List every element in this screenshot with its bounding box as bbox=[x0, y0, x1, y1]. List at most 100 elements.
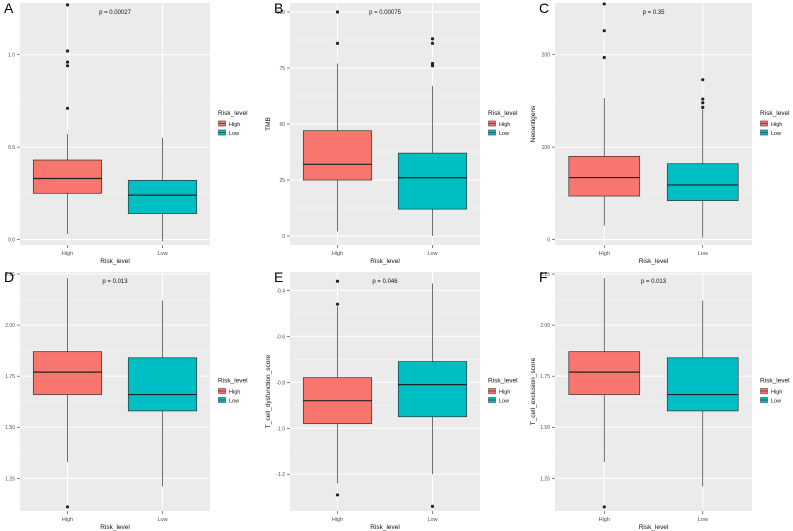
y-tick-label: -1.0 bbox=[276, 426, 285, 432]
iqr-box bbox=[127, 357, 198, 412]
panel-label: D bbox=[4, 269, 14, 285]
y-tick-label: 1.25 bbox=[540, 476, 550, 482]
box-low bbox=[127, 300, 198, 487]
outlier-point bbox=[335, 302, 340, 306]
plot-area bbox=[555, 3, 752, 245]
y-tick-label: 2.00 bbox=[540, 323, 550, 329]
x-tick-label: Low bbox=[427, 251, 437, 257]
legend-title: Risk_level bbox=[760, 110, 790, 117]
legend-title: Risk_level bbox=[488, 378, 518, 385]
outlier-point bbox=[65, 60, 70, 64]
y-tick-label: -0.4 bbox=[276, 288, 285, 294]
outlier-point bbox=[335, 279, 340, 283]
y-axis-title: T_cell_dysfunction_score bbox=[265, 354, 272, 428]
x-axis-title: Risk_level bbox=[100, 258, 130, 265]
x-tick-label: High bbox=[332, 517, 343, 523]
y-tick-label: 0.5 bbox=[8, 145, 15, 151]
box-high bbox=[568, 2, 641, 226]
legend-entry-label: High bbox=[771, 122, 782, 128]
x-tick-label: High bbox=[62, 251, 73, 257]
x-axis-title: Risk_level bbox=[370, 524, 400, 531]
y-tick-label: 1.75 bbox=[540, 374, 550, 380]
legend-entry-label: High bbox=[229, 390, 240, 396]
y-tick-label: 1.50 bbox=[540, 425, 550, 431]
y-tick-label: 25 bbox=[279, 178, 285, 184]
iqr-box bbox=[666, 163, 739, 202]
iqr-box bbox=[397, 361, 468, 418]
x-axis-title: Risk_level bbox=[370, 258, 400, 265]
x-tick-label: High bbox=[599, 517, 610, 523]
iqr-box bbox=[568, 155, 641, 197]
y-axis-title: PDL1 bbox=[0, 115, 2, 132]
outlier-point bbox=[65, 106, 70, 110]
legend-entry-label: Low bbox=[771, 399, 781, 405]
x-tick-label: Low bbox=[427, 517, 437, 523]
iqr-box bbox=[32, 351, 103, 395]
y-axis-title: TIDE bbox=[0, 383, 2, 398]
x-tick-label: High bbox=[599, 251, 610, 257]
legend-entry-label: Low bbox=[229, 131, 239, 137]
outlier-point bbox=[602, 2, 606, 6]
panel-b: 0 25 50 75 100 High Low p = 0.00075 Risk_level TM… bbox=[265, 0, 518, 265]
iqr-box bbox=[568, 351, 641, 395]
p-value-annotation: p = 0.013 bbox=[641, 279, 667, 285]
y-tick-label: 0.0 bbox=[8, 237, 15, 243]
outlier-point bbox=[335, 41, 340, 45]
legend-entry-label: High bbox=[229, 122, 240, 128]
x-axis-title: Risk_level bbox=[100, 524, 130, 531]
p-value-annotation: p = 0.013 bbox=[102, 279, 128, 285]
p-value-annotation: p = 0.00075 bbox=[369, 10, 402, 16]
legend: Risk_level High Low bbox=[218, 110, 248, 137]
outlier-point bbox=[602, 55, 606, 60]
outlier-point bbox=[335, 493, 340, 497]
box-high bbox=[32, 3, 103, 234]
y-tick-label: 2.25 bbox=[5, 272, 15, 278]
y-tick-label: 100 bbox=[277, 10, 286, 16]
y-axis-title: TMB bbox=[265, 117, 272, 131]
y-tick-label: -1.2 bbox=[276, 472, 285, 478]
outlier-point bbox=[65, 49, 70, 53]
panel-label: F bbox=[539, 269, 548, 285]
y-tick-label: -0.8 bbox=[276, 380, 285, 386]
outlier-point bbox=[65, 3, 70, 7]
panel-f: 1.25 1.50 1.75 2.00 2.25 High Low p = 0.013 Risk… bbox=[530, 269, 790, 531]
x-tick-label: Low bbox=[157, 251, 167, 257]
panel-c: 0 100 200 High Low p = 0.35 Risk_level Neoantig… bbox=[530, 0, 790, 265]
outlier-point bbox=[701, 97, 705, 101]
iqr-box bbox=[302, 130, 373, 181]
box-low bbox=[666, 78, 739, 238]
outlier-point bbox=[335, 10, 340, 14]
outlier-point bbox=[430, 41, 435, 45]
panel-e: -1.2 -1.0 -0.8 -0.6 -0.4 High Low p = 0.046 Risk… bbox=[265, 269, 518, 531]
outlier-point bbox=[430, 61, 435, 66]
x-tick-label: Low bbox=[698, 517, 708, 523]
y-tick-label: 1.75 bbox=[5, 374, 15, 380]
y-tick-label: 100 bbox=[542, 145, 551, 151]
panel-label: E bbox=[274, 269, 283, 285]
y-tick-label: 2.00 bbox=[5, 323, 15, 329]
outlier-point bbox=[65, 64, 70, 68]
legend-title: Risk_level bbox=[760, 378, 790, 385]
legend: Risk_level High Low bbox=[488, 378, 518, 405]
y-axis-title: T_cell_exclusion_score bbox=[530, 357, 537, 425]
legend-entry-label: Low bbox=[499, 131, 509, 137]
y-tick-label: 200 bbox=[542, 53, 551, 59]
outlier-point bbox=[701, 78, 705, 82]
x-tick-label: High bbox=[332, 251, 343, 257]
y-tick-label: 1.50 bbox=[5, 425, 15, 431]
panel-a: 0.0 0.5 1.0 High Low p = 0.00027 Risk_level PDL… bbox=[0, 0, 248, 265]
legend-entry-label: Low bbox=[771, 131, 781, 137]
y-tick-label: 75 bbox=[279, 66, 285, 72]
x-tick-label: Low bbox=[698, 251, 708, 257]
x-axis-title: Risk_level bbox=[639, 524, 669, 531]
iqr-box bbox=[32, 159, 103, 194]
p-value-annotation: p = 0.046 bbox=[372, 279, 398, 285]
y-axis-title: Neoantigens bbox=[530, 105, 537, 142]
outlier-point bbox=[602, 505, 606, 509]
legend-entry-label: Low bbox=[499, 399, 509, 405]
y-tick-label: 0 bbox=[282, 234, 285, 240]
panel-label: C bbox=[539, 0, 549, 16]
panel-d: 1.25 1.50 1.75 2.00 2.25 High Low p = 0.013 Risk… bbox=[0, 269, 248, 531]
legend-entry-label: High bbox=[499, 122, 510, 128]
outlier-point bbox=[701, 101, 705, 105]
